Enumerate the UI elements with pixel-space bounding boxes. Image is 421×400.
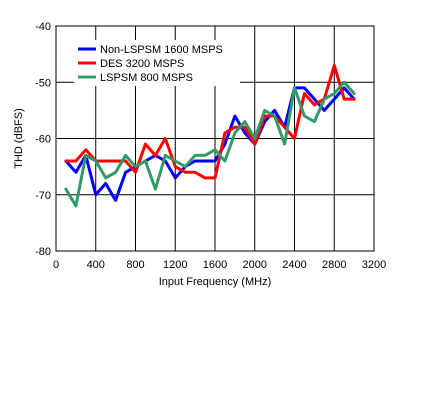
legend-background xyxy=(74,40,240,86)
series-line-3 xyxy=(64,80,356,208)
x-axis-title: Input Frequency (MHz) xyxy=(159,276,271,288)
x-tick-label: 2800 xyxy=(322,259,346,271)
x-tick-label: 400 xyxy=(87,259,105,271)
legend-label-2: DES 3200 MSPS xyxy=(100,58,184,70)
x-tick-label: 0 xyxy=(53,259,59,271)
series-line-2 xyxy=(64,63,356,180)
y-tick-label: -40 xyxy=(35,21,51,33)
x-tick-label: 1200 xyxy=(163,259,187,271)
tick-labels: 0 400 800 1200 1600 2000 2400 2800 3200 -80 -70 -60… xyxy=(35,21,386,271)
x-tick-label: 2400 xyxy=(282,259,306,271)
x-tick-label: 1600 xyxy=(203,259,227,271)
series-layer xyxy=(64,63,356,208)
x-tick-label: 3200 xyxy=(362,259,386,271)
y-tick-label: -80 xyxy=(35,246,51,258)
y-tick-label: -70 xyxy=(35,190,51,202)
y-axis-title: THD (dBFS) xyxy=(13,108,25,169)
plot-frame xyxy=(55,25,375,252)
y-tick-label: -50 xyxy=(35,77,51,89)
x-tick-label: 800 xyxy=(126,259,144,271)
series-line-1 xyxy=(64,86,356,202)
y-tick-label: -60 xyxy=(35,134,51,146)
legend-label-3: LSPSM 800 MSPS xyxy=(100,72,193,84)
x-tick-label: 2000 xyxy=(243,259,267,271)
legend: Non-LSPSM 1600 MSPS DES 3200 MSPS LSPSM 80… xyxy=(74,40,240,86)
legend-label-1: Non-LSPSM 1600 MSPS xyxy=(100,44,223,56)
